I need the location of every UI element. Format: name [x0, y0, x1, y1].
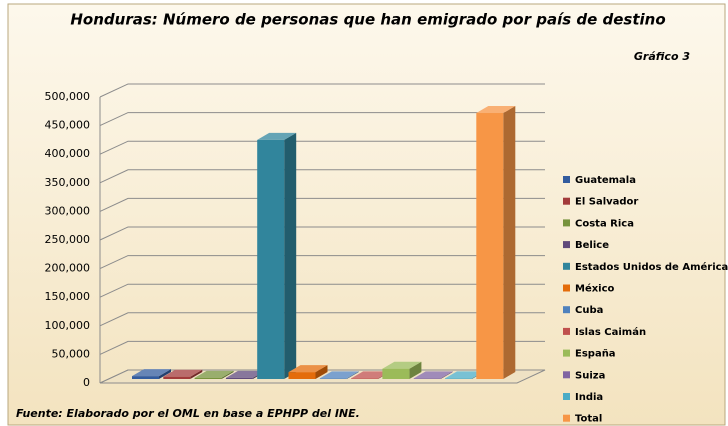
grid-line [99, 255, 545, 270]
chart-subtitle: Gráfico 3 [634, 50, 690, 63]
y-tick-label: 350,000 [45, 176, 91, 189]
y-tick-label: 500,000 [45, 90, 91, 103]
bar-front [225, 377, 253, 379]
y-tick-label: 50,000 [52, 347, 91, 360]
bar [476, 106, 516, 380]
y-tick-label: 400,000 [45, 147, 91, 160]
legend-label: España [575, 349, 616, 360]
bar [132, 369, 171, 379]
legend: Guatemala El Salvador Costa Rica Belice Esta… [563, 175, 728, 425]
grid-line [99, 226, 545, 241]
legend-swatch [563, 219, 570, 227]
y-tick-label: 200,000 [45, 262, 91, 275]
bar-front [194, 377, 222, 379]
bar-front [163, 376, 191, 379]
bar-top [132, 369, 171, 377]
legend-swatch [563, 414, 570, 422]
bar-top [445, 371, 484, 379]
legend-label: México [575, 283, 615, 295]
legend-swatch [563, 327, 570, 335]
grid-line [99, 197, 545, 212]
bar-front [257, 139, 285, 379]
bar-top [288, 365, 328, 373]
bar-front [319, 378, 347, 379]
legend-swatch [563, 176, 570, 183]
legend-label: Total [575, 414, 602, 425]
grid-line [99, 283, 545, 298]
bar-top [257, 132, 297, 140]
legend-swatch [563, 393, 570, 400]
bar [163, 369, 203, 379]
bar-front [476, 113, 504, 380]
y-tick-label: 150,000 [45, 290, 91, 303]
chart-frame [7, 3, 726, 426]
y-tick-label: 100,000 [45, 319, 91, 332]
bar-front [351, 378, 379, 379]
bar [382, 361, 422, 379]
y-tick-label: 300,000 [45, 204, 91, 217]
legend-swatch [563, 241, 570, 249]
legend-swatch [563, 306, 570, 314]
legend-swatch [563, 284, 570, 292]
bar-front [382, 368, 410, 379]
bar-side [346, 371, 359, 379]
y-tick-label: 0 [83, 376, 90, 389]
grid-line [99, 169, 545, 184]
bar-top [163, 369, 203, 377]
y-tick-label: 250,000 [45, 233, 91, 246]
plot-area: 0 50,000 100,000 150,000 200,000 250,000 300,0… [45, 83, 546, 389]
bar [257, 132, 297, 379]
bar-side [440, 371, 453, 379]
bar-front [445, 378, 472, 379]
legend-label: El Salvador [575, 197, 638, 208]
legend-swatch [563, 349, 570, 357]
bar-side [284, 132, 297, 379]
grid-line [99, 312, 545, 327]
grid-line [99, 112, 545, 127]
bar-front [413, 378, 441, 379]
legend-swatch [563, 371, 570, 379]
bar [413, 371, 453, 379]
grid-line [99, 140, 545, 155]
legend-label: Costa Rica [575, 218, 634, 229]
bar-top [319, 371, 359, 379]
bar-side [159, 369, 171, 379]
bar-front [132, 376, 159, 379]
legend-label: Belice [575, 240, 609, 251]
bar-side [190, 369, 203, 379]
legend-swatch [563, 197, 570, 205]
legend-label: India [575, 392, 603, 403]
legend-label: Suiza [575, 370, 605, 381]
legend-label: Cuba [575, 305, 603, 316]
bar-top [351, 371, 391, 379]
legend-swatch [563, 262, 570, 270]
bar-top [476, 106, 516, 114]
bar [319, 371, 359, 379]
bar [288, 365, 328, 379]
bar-side [503, 106, 516, 380]
source-note: Fuente: Elaborado por el OML en base a E… [16, 407, 360, 420]
y-tick-label: 450,000 [45, 119, 91, 132]
bar-top [382, 361, 422, 369]
bar-top [194, 370, 234, 378]
legend-label: Islas Caimán [575, 326, 646, 338]
bar-side [409, 361, 422, 379]
bar-side [221, 370, 234, 379]
bar-top [413, 371, 453, 379]
chart-title: Honduras: Número de personas que han emi… [70, 11, 665, 29]
bar-side [315, 365, 328, 379]
legend-label: Guatemala [575, 175, 636, 186]
bar-front [288, 372, 316, 379]
grid-line [99, 340, 545, 355]
bar-top [225, 370, 265, 378]
bar [194, 370, 234, 379]
grid-line [99, 83, 545, 98]
legend-label: Estados Unidos de América [575, 261, 728, 273]
